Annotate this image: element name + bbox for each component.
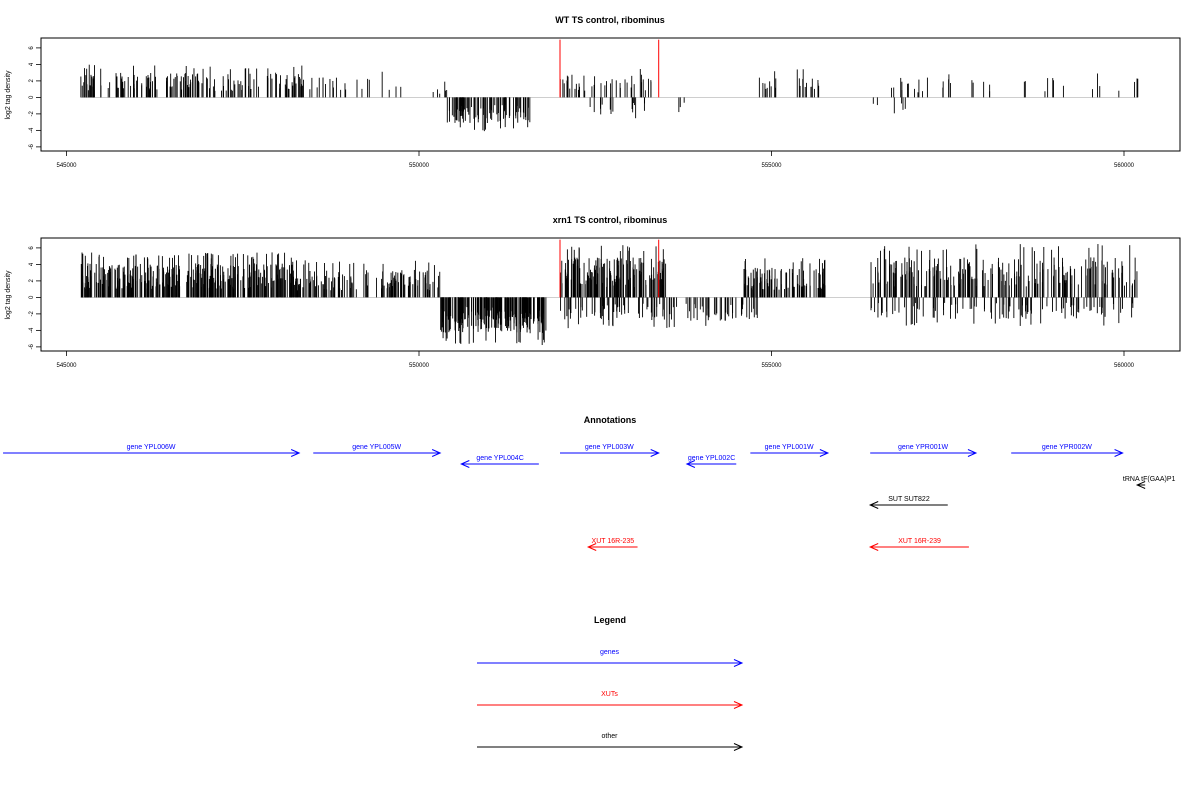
legend-item-xuts: XUTs (477, 691, 744, 709)
wt-plot-frame (40, 37, 1181, 152)
x-tick-label: 555000 (761, 163, 782, 169)
legend-title: Legend (594, 615, 626, 625)
feature-arrow-head (819, 449, 830, 457)
y-tick-label: -4 (29, 327, 35, 333)
x-tick-label: 555000 (761, 363, 782, 369)
annotation-label: XUT 16R-235 (592, 538, 635, 545)
y-tick-label: 6 (29, 246, 35, 250)
x-tick-label: 550000 (409, 363, 430, 369)
annotation-track: Annotations gene YPL006W gene YPL005Wgene… (3, 415, 1176, 551)
y-tick-label: -4 (29, 127, 35, 133)
feature-arrow-head (868, 543, 879, 551)
xrn1-density-panel: xrn1 TS control, ribominus log2 tag dens… (5, 215, 1181, 369)
x-tick-label: 545000 (56, 163, 77, 169)
y-tick-label: 4 (29, 262, 35, 266)
annotation-feature: gene YPL002C (685, 455, 737, 468)
annotation-feature: gene YPL006W (3, 444, 301, 457)
legend-label: other (602, 733, 619, 740)
annotation-label: gene YPL004C (476, 455, 523, 462)
annotation-label: gene YPR002W (1042, 444, 1092, 451)
annotation-label: gene YPL002C (688, 455, 735, 462)
annotation-feature: tRNA tF(GAA)P1 (1123, 476, 1176, 489)
annotation-feature: XUT 16R-239 (868, 538, 969, 551)
xrn1-y-axis-label: log2 tag density (5, 270, 12, 320)
annotation-feature: SUT SUT822 (868, 496, 948, 509)
wt-y-axis-label: log2 tag density (5, 70, 12, 120)
legend-arrow-head (733, 701, 744, 709)
wt-panel-title: WT TS control, ribominus (555, 15, 665, 25)
feature-arrow-head (685, 460, 696, 468)
legend-items: genes XUTs other (477, 649, 744, 751)
feature-arrow-head (650, 449, 660, 457)
annotation-feature: gene YPL005W (313, 444, 442, 457)
legend-label: XUTs (601, 691, 618, 698)
y-tick-label: -2 (29, 111, 35, 117)
y-tick-label: 0 (29, 95, 35, 99)
y-tick-label: -6 (29, 144, 35, 150)
annotation-feature: gene YPL004C (460, 455, 539, 468)
x-tick-label: 560000 (1114, 163, 1135, 169)
y-tick-label: -2 (29, 311, 35, 317)
feature-arrow-head (586, 543, 597, 551)
y-tick-label: 2 (29, 279, 35, 283)
y-tick-label: 4 (29, 62, 35, 66)
feature-arrow-head (460, 460, 470, 468)
legend-item-other: other (477, 733, 744, 751)
annotation-label: gene YPL005W (352, 444, 401, 451)
feature-arrow-head (868, 501, 879, 509)
annotation-feature: gene YPR002W (1011, 444, 1124, 457)
legend: Legend genes XUTs other (477, 615, 744, 751)
annotation-label: XUT 16R-239 (898, 538, 941, 545)
annotations-title: Annotations (584, 415, 637, 425)
annotation-label: gene YPL003W (585, 444, 634, 451)
feature-arrow-head (967, 449, 978, 457)
annotation-feature: XUT 16R-235 (586, 538, 638, 551)
y-tick-label: -6 (29, 344, 35, 350)
x-tick-label: 550000 (409, 163, 430, 169)
annotation-label: gene YPR001W (898, 444, 948, 451)
annotation-label: SUT SUT822 (888, 496, 930, 503)
annotation-label: gene YPL006W (127, 444, 176, 451)
x-tick-label: 560000 (1114, 363, 1135, 369)
annotation-features: gene YPL006W gene YPL005W gene YPL004C gene… (3, 444, 1176, 551)
feature-arrow-head (1114, 449, 1124, 457)
legend-item-genes: genes (477, 649, 744, 667)
wt-plot-content: 545000 550000 555000 560000 6 4 2 0 -2 -4 -6 (29, 39, 1139, 169)
xrn1-plot-frame (40, 237, 1181, 352)
annotation-feature: gene YPR001W (870, 444, 978, 457)
legend-arrow-head (733, 743, 744, 751)
feature-arrow-head (1135, 481, 1146, 489)
feature-arrow-head (290, 449, 301, 457)
y-tick-label: 0 (29, 295, 35, 299)
annotation-label: gene YPL001W (765, 444, 814, 451)
y-tick-label: 2 (29, 79, 35, 83)
x-tick-label: 545000 (56, 363, 77, 369)
wt-density-panel: WT TS control, ribominus log2 tag densit… (5, 15, 1181, 169)
legend-label: genes (600, 649, 620, 656)
annotation-feature: gene YPL001W (750, 444, 830, 457)
xrn1-panel-title: xrn1 TS control, ribominus (553, 215, 668, 225)
y-tick-label: 6 (29, 46, 35, 50)
annotation-label: tRNA tF(GAA)P1 (1123, 476, 1176, 483)
legend-arrow-head (733, 659, 744, 667)
annotation-feature: gene YPL003W (560, 444, 660, 457)
xrn1-plot-content: 545000 550000 555000 560000 6 4 2 0 -2 -4 -6 (29, 239, 1139, 369)
feature-arrow-head (431, 449, 442, 457)
